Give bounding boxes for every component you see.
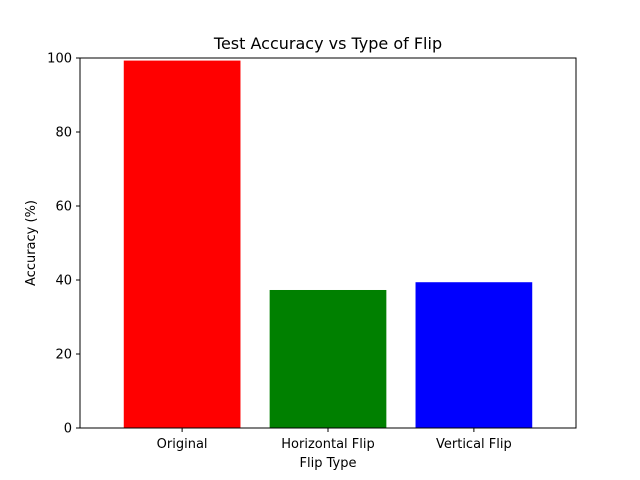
x-tick-label: Original — [157, 437, 208, 452]
chart-title: Test Accuracy vs Type of Flip — [213, 34, 442, 53]
x-axis-label: Flip Type — [300, 456, 357, 471]
bars-group — [123, 60, 533, 429]
y-tick-label: 60 — [55, 200, 72, 215]
bar-original — [123, 60, 241, 429]
bar-horizontal-flip — [269, 289, 387, 428]
y-tick-label: 20 — [55, 348, 72, 363]
y-tick-label: 0 — [64, 422, 72, 437]
x-tick-label: Vertical Flip — [436, 437, 512, 452]
y-axis-label: Accuracy (%) — [24, 200, 39, 286]
y-tick-label: 100 — [47, 52, 72, 67]
bar-vertical-flip — [415, 282, 533, 428]
x-tick-label: Horizontal Flip — [281, 437, 374, 452]
x-axis: Original Horizontal Flip Vertical Flip — [157, 428, 512, 452]
y-tick-label: 80 — [55, 126, 72, 141]
y-tick-label: 40 — [55, 274, 72, 289]
y-axis: 0 20 40 60 80 100 — [47, 52, 80, 437]
